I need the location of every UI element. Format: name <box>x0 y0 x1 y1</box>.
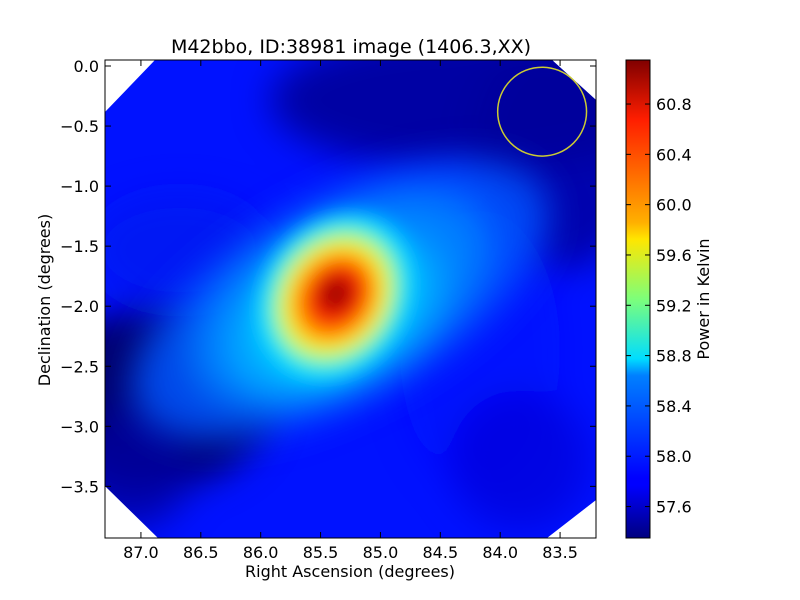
plot-frame <box>104 59 597 539</box>
y-tick-label: −2.5 <box>60 357 99 376</box>
x-tick-label: 86.5 <box>183 543 219 562</box>
colorbar: 57.6 58.0 58.4 58.8 59.2 59.6 60.0 60.4 60.8 Pow… <box>625 59 713 539</box>
x-tick-label: 83.5 <box>542 543 578 562</box>
y-tick-label: −3.0 <box>60 417 99 436</box>
y-axis-label: Declination (degrees) <box>35 214 54 386</box>
x-axis-ticks: 87.0 86.5 86.0 85.5 85.0 84.5 84.0 83.5 <box>123 60 578 562</box>
colorbar-frame <box>625 59 651 539</box>
y-tick-label: −0.5 <box>60 117 99 136</box>
x-tick-label: 85.0 <box>363 543 399 562</box>
y-tick-label: −1.0 <box>60 177 99 196</box>
x-axis-label: Right Ascension (degrees) <box>245 562 455 581</box>
colorbar-ticks: 57.6 58.0 58.4 58.8 59.2 59.6 60.0 60.4 60.8 <box>626 95 692 517</box>
colorbar-tick-label: 57.6 <box>656 498 692 517</box>
colorbar-label: Power in Kelvin <box>694 238 713 359</box>
colorbar-tick-label: 59.2 <box>656 296 692 315</box>
x-tick-label: 84.0 <box>482 543 518 562</box>
heatmap-image <box>105 60 596 538</box>
colorbar-tick-label: 58.0 <box>656 447 692 466</box>
colorbar-tick-label: 60.4 <box>656 145 692 164</box>
y-tick-label: −2.0 <box>60 297 99 316</box>
x-tick-label: 84.5 <box>423 543 459 562</box>
x-tick-label: 87.0 <box>123 543 159 562</box>
x-tick-label: 85.5 <box>303 543 339 562</box>
beam-circle <box>496 66 588 157</box>
y-tick-label: 0.0 <box>74 57 99 76</box>
source-core <box>257 213 413 381</box>
y-tick-label: −1.5 <box>60 237 99 256</box>
colorbar-tick-label: 58.4 <box>656 397 692 416</box>
y-tick-label: −3.5 <box>60 477 99 496</box>
colorbar-tick-label: 60.0 <box>656 196 692 215</box>
x-tick-label: 86.0 <box>243 543 279 562</box>
y-axis-ticks: 0.0 −0.5 −1.0 −1.5 −2.0 −2.5 −3.0 −3.5 <box>60 57 596 496</box>
colorbar-tick-label: 60.8 <box>656 95 692 114</box>
chart-title: M42bbo, ID:38981 image (1406.3,XX) <box>171 36 531 58</box>
colorbar-tick-label: 59.6 <box>656 246 692 265</box>
colorbar-tick-label: 58.8 <box>656 347 692 366</box>
colorbar-gradient <box>626 60 650 538</box>
